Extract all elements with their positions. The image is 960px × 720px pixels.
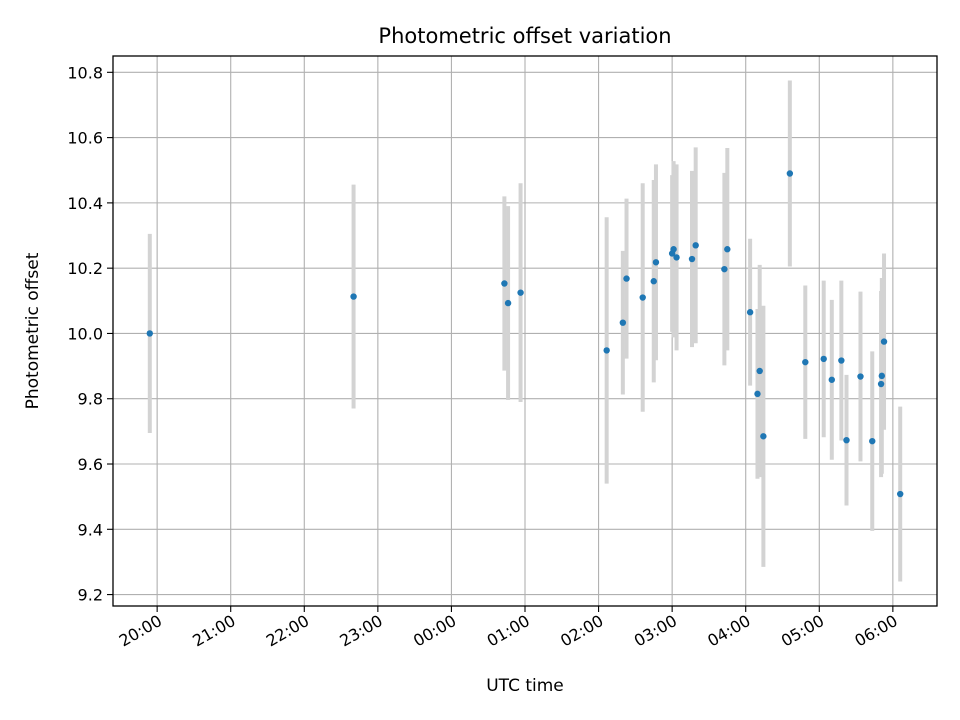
- data-point: [517, 289, 524, 296]
- data-point: [754, 390, 761, 398]
- y-tick-label: 10.8: [67, 63, 103, 82]
- data-point: [760, 433, 767, 440]
- data-point: [504, 299, 512, 307]
- y-tick-label: 10.6: [67, 129, 103, 148]
- data-point: [688, 255, 696, 263]
- data-point: [897, 490, 904, 498]
- y-tick-label: 9.2: [78, 586, 103, 605]
- y-tick-label: 9.8: [78, 390, 103, 409]
- y-tick-label: 10.4: [67, 194, 103, 213]
- data-point: [869, 437, 876, 445]
- data-point: [828, 376, 835, 383]
- data-point: [673, 254, 680, 261]
- y-tick-label: 9.6: [78, 455, 103, 474]
- data-point: [877, 380, 885, 388]
- data-point: [843, 436, 850, 444]
- grid-layer: [113, 56, 937, 606]
- data-point: [350, 293, 357, 300]
- data-point: [650, 278, 657, 285]
- data-point: [724, 246, 731, 253]
- data-point: [652, 259, 660, 266]
- data-point: [746, 309, 754, 316]
- data-point: [692, 242, 699, 249]
- x-axis-label: UTC time: [486, 676, 564, 696]
- data-point: [857, 373, 864, 380]
- data-point: [878, 372, 886, 380]
- data-point: [721, 265, 728, 273]
- data-point: [880, 338, 888, 345]
- y-tick-label: 10.2: [67, 259, 103, 278]
- data-point: [639, 294, 646, 301]
- data-point: [623, 275, 630, 282]
- y-tick-label: 10.0: [67, 324, 103, 343]
- data-point: [670, 246, 677, 253]
- data-point: [802, 358, 809, 366]
- data-point: [603, 347, 610, 354]
- data-point: [838, 357, 845, 364]
- data-point: [756, 367, 763, 375]
- y-tick-label: 9.4: [78, 520, 103, 539]
- data-point: [820, 355, 827, 363]
- data-point: [786, 170, 794, 177]
- point-layer: [146, 170, 904, 498]
- y-axis-label: Photometric offset: [23, 252, 43, 409]
- data-point: [146, 330, 153, 337]
- data-point: [501, 280, 508, 287]
- data-point: [619, 319, 627, 326]
- chart-title: Photometric offset variation: [378, 24, 671, 48]
